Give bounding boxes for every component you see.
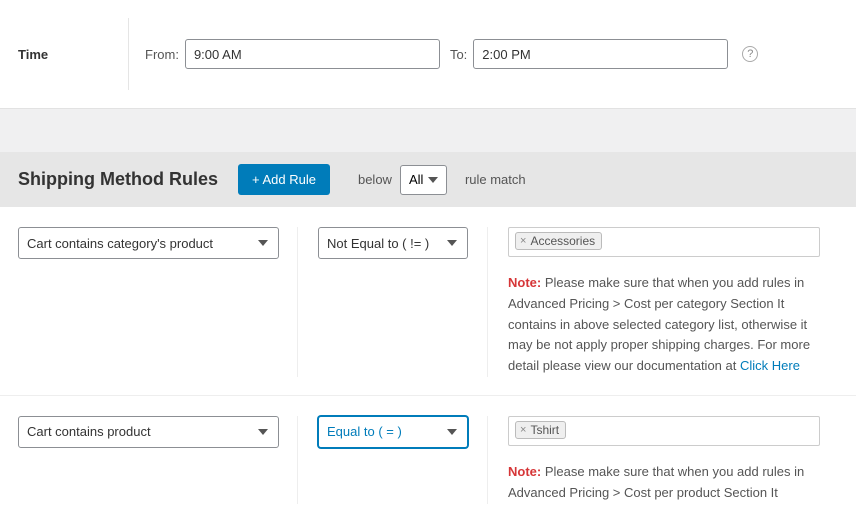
rules-container: Cart contains category's product Not Equa… — [0, 207, 856, 522]
time-label: Time — [18, 47, 128, 62]
rules-title: Shipping Method Rules — [18, 169, 218, 190]
operator-select[interactable]: Equal to ( = ) — [318, 416, 468, 448]
condition-select[interactable]: Cart contains category's product — [18, 227, 279, 259]
match-select[interactable]: All — [400, 165, 447, 195]
condition-select[interactable]: Cart contains product — [18, 416, 279, 448]
note: Note: Please make sure that when you add… — [508, 462, 820, 504]
tag-label: Accessories — [530, 234, 595, 248]
note-link[interactable]: Click Here — [740, 358, 800, 373]
tag-box[interactable]: × Accessories — [508, 227, 820, 257]
rule-row: Cart contains product Equal to ( = ) × Tshi… — [0, 396, 856, 522]
note-label: Note: — [508, 275, 541, 290]
time-row: Time From: To: ? — [0, 0, 856, 108]
tag-remove-icon[interactable]: × — [520, 235, 526, 247]
match-before-text: below — [358, 172, 392, 187]
note: Note: Please make sure that when you add… — [508, 273, 820, 377]
tag: × Accessories — [515, 232, 602, 250]
to-input[interactable] — [473, 39, 728, 69]
help-icon[interactable]: ? — [742, 46, 758, 62]
rules-header: Shipping Method Rules + Add Rule below A… — [0, 152, 856, 207]
tag: × Tshirt — [515, 421, 566, 439]
note-label: Note: — [508, 464, 541, 479]
rule-row: Cart contains category's product Not Equa… — [0, 207, 856, 396]
tag-remove-icon[interactable]: × — [520, 424, 526, 436]
tag-label: Tshirt — [530, 423, 559, 437]
from-label: From: — [145, 47, 179, 62]
from-input[interactable] — [185, 39, 440, 69]
time-fields: From: To: ? — [128, 18, 758, 90]
tag-box[interactable]: × Tshirt — [508, 416, 820, 446]
operator-select[interactable]: Not Equal to ( != ) — [318, 227, 468, 259]
add-rule-button[interactable]: + Add Rule — [238, 164, 330, 195]
spacer-bar — [0, 108, 856, 152]
match-after-text: rule match — [465, 172, 526, 187]
to-label: To: — [450, 47, 467, 62]
